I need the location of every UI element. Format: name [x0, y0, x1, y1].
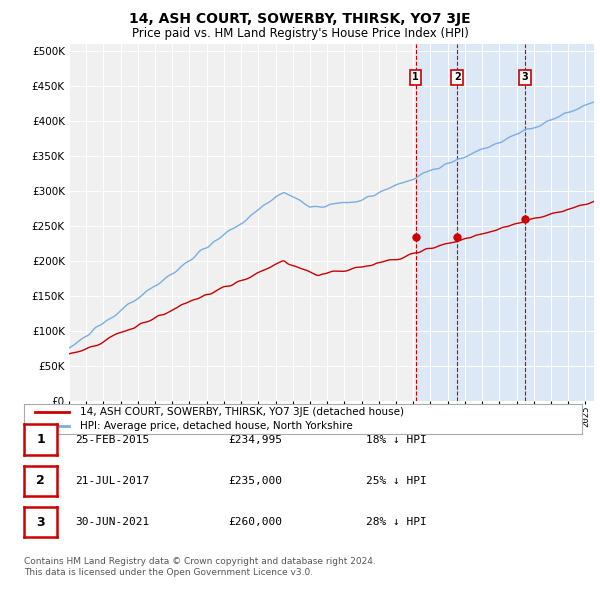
Bar: [525, 44, 594, 401]
Text: This data is licensed under the Open Government Licence v3.0.: This data is licensed under the Open Gov…: [24, 568, 313, 577]
Bar: [415, 44, 457, 401]
Text: 25% ↓ HPI: 25% ↓ HPI: [366, 476, 427, 486]
Text: £260,000: £260,000: [228, 517, 282, 527]
Text: 25-FEB-2015: 25-FEB-2015: [75, 435, 149, 444]
Text: £235,000: £235,000: [228, 476, 282, 486]
Text: 1: 1: [36, 433, 45, 446]
Text: 21-JUL-2017: 21-JUL-2017: [75, 476, 149, 486]
Text: 28% ↓ HPI: 28% ↓ HPI: [366, 517, 427, 527]
Text: £234,995: £234,995: [228, 435, 282, 444]
Text: 14, ASH COURT, SOWERBY, THIRSK, YO7 3JE (detached house): 14, ASH COURT, SOWERBY, THIRSK, YO7 3JE …: [80, 408, 404, 417]
Text: HPI: Average price, detached house, North Yorkshire: HPI: Average price, detached house, Nort…: [80, 421, 353, 431]
Text: Price paid vs. HM Land Registry's House Price Index (HPI): Price paid vs. HM Land Registry's House …: [131, 27, 469, 40]
Text: 3: 3: [522, 72, 529, 82]
Text: 1: 1: [412, 72, 419, 82]
Text: 2: 2: [454, 72, 461, 82]
Text: 3: 3: [36, 516, 45, 529]
Text: 30-JUN-2021: 30-JUN-2021: [75, 517, 149, 527]
Bar: [457, 44, 525, 401]
Text: 2: 2: [36, 474, 45, 487]
Text: 14, ASH COURT, SOWERBY, THIRSK, YO7 3JE: 14, ASH COURT, SOWERBY, THIRSK, YO7 3JE: [129, 12, 471, 26]
Text: Contains HM Land Registry data © Crown copyright and database right 2024.: Contains HM Land Registry data © Crown c…: [24, 557, 376, 566]
Text: 18% ↓ HPI: 18% ↓ HPI: [366, 435, 427, 444]
